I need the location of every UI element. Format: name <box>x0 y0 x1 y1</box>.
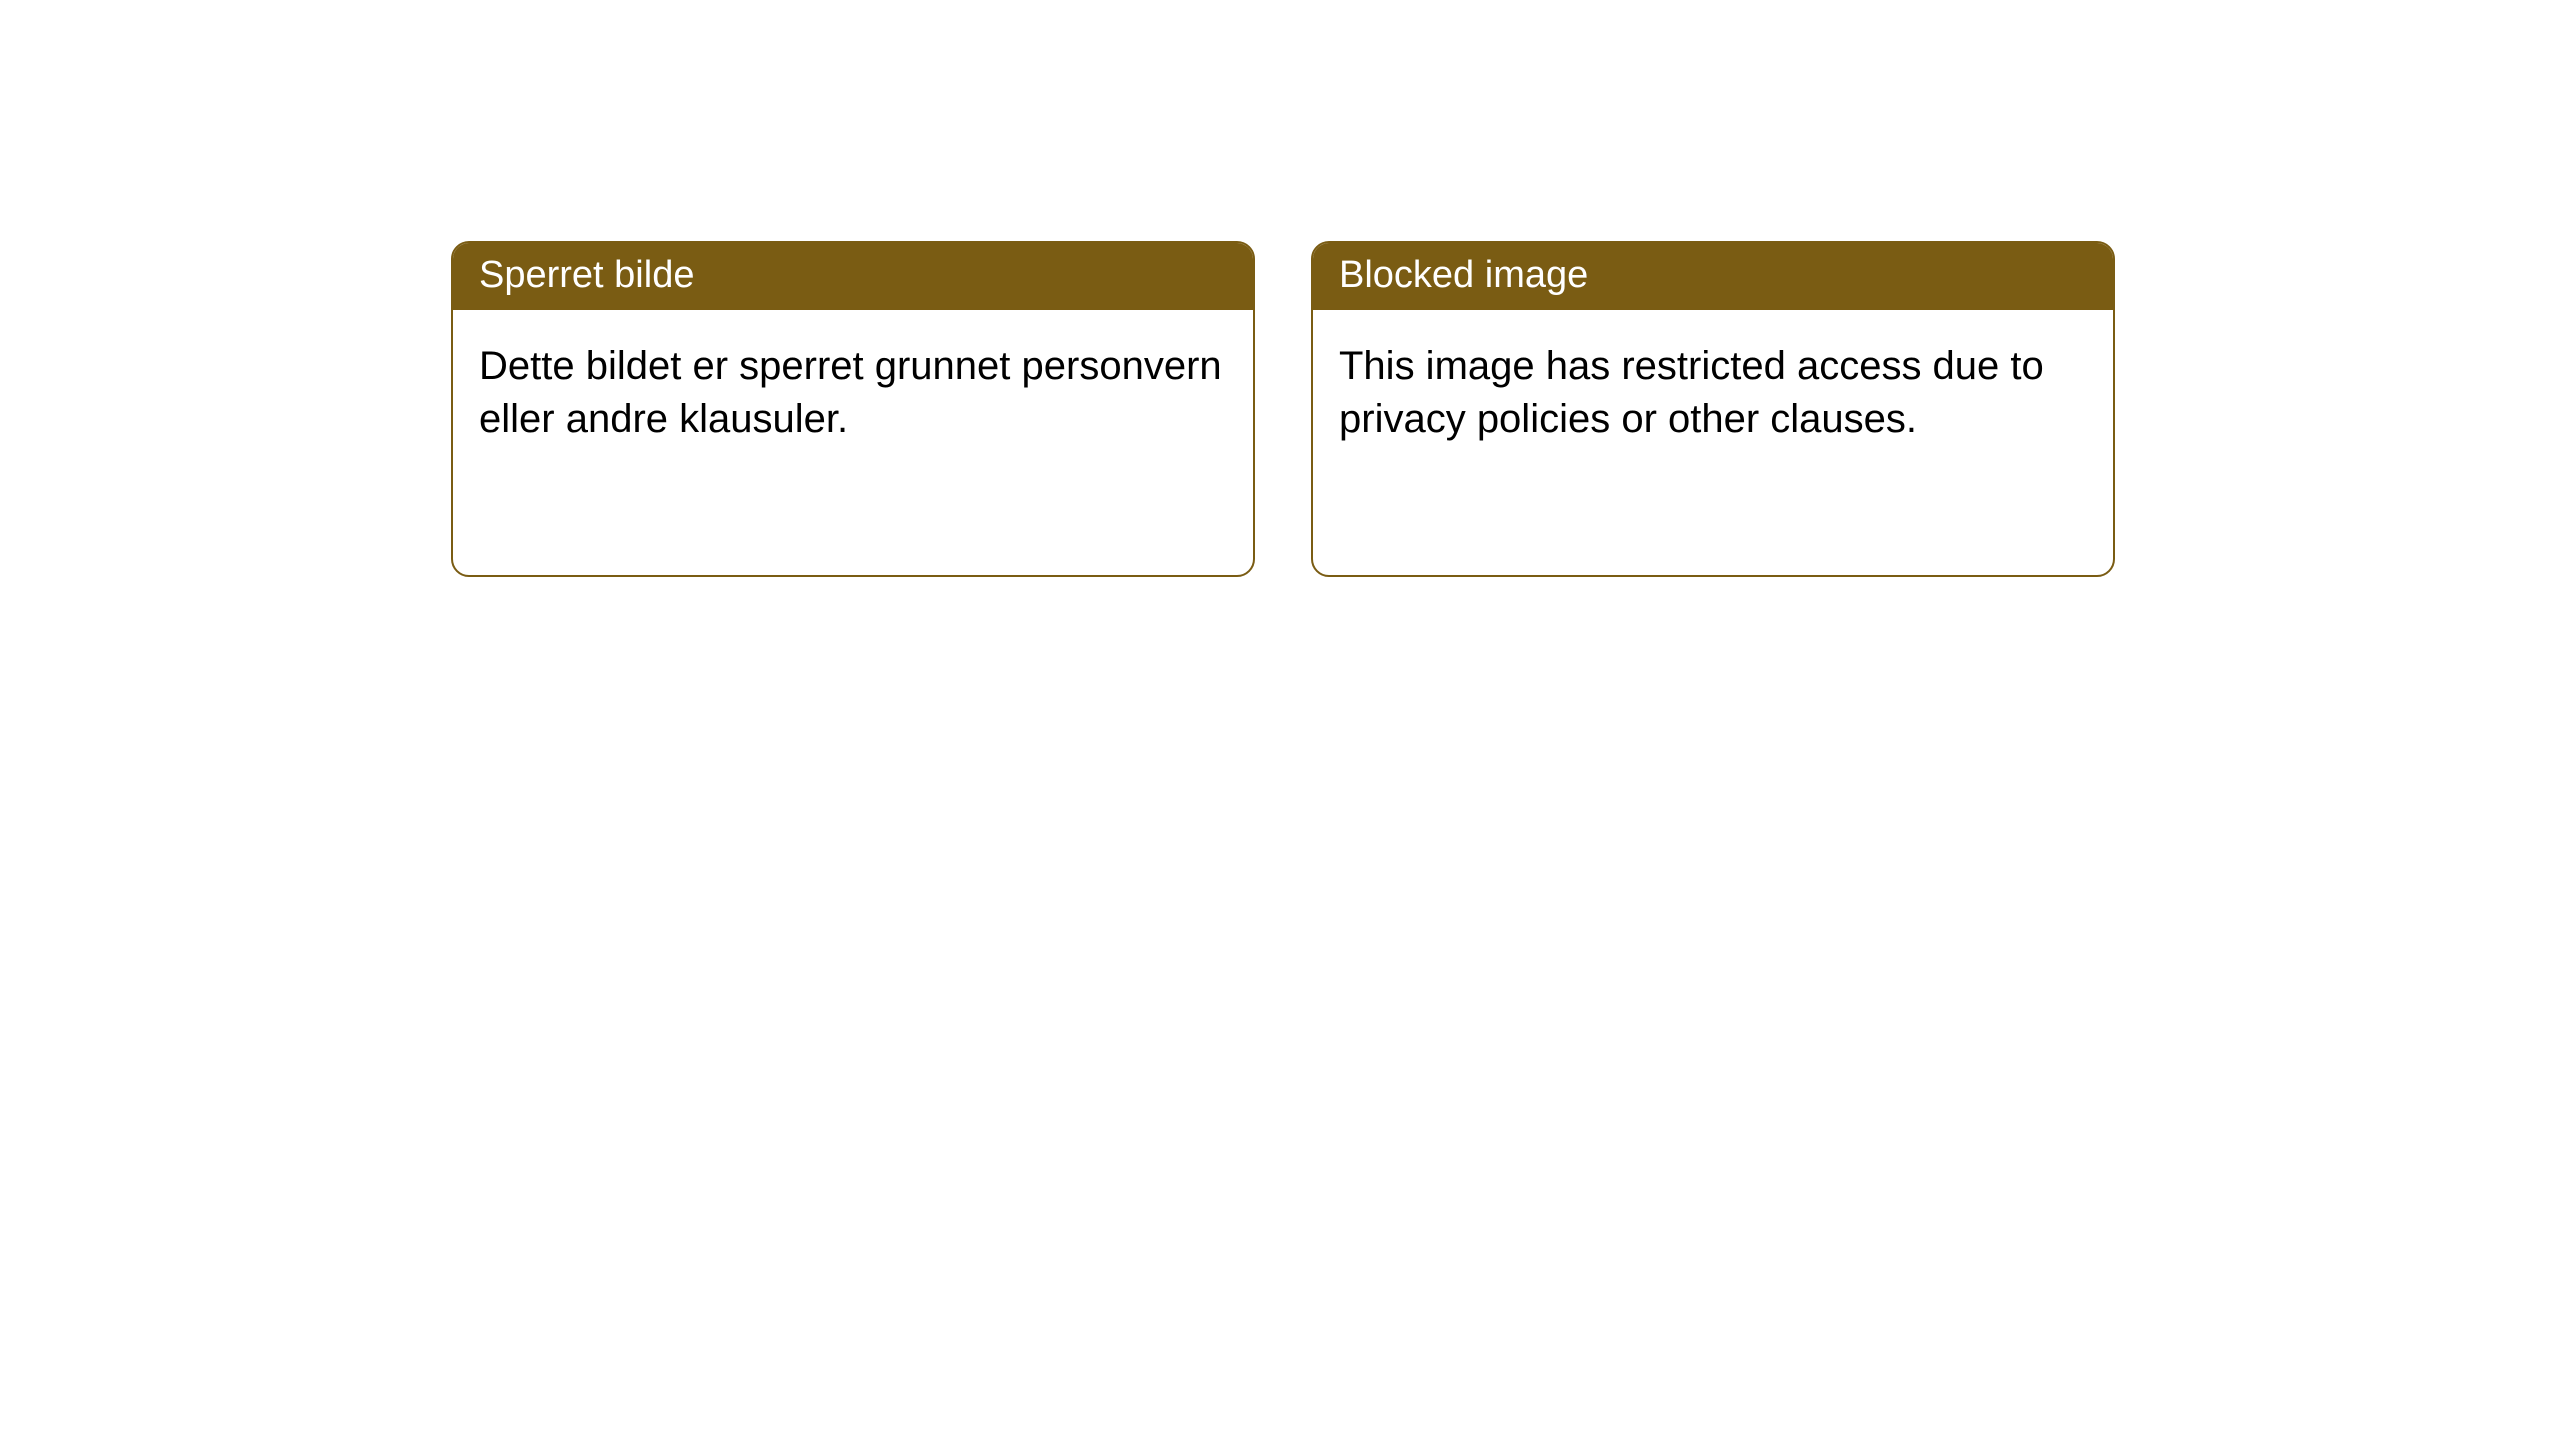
card-body-text: This image has restricted access due to … <box>1339 344 2044 441</box>
card-header: Blocked image <box>1313 243 2113 310</box>
card-header: Sperret bilde <box>453 243 1253 310</box>
card-container: Sperret bilde Dette bildet er sperret gr… <box>0 0 2560 577</box>
card-title: Sperret bilde <box>479 254 694 296</box>
card-body: Dette bildet er sperret grunnet personve… <box>453 310 1253 476</box>
blocked-image-card-en: Blocked image This image has restricted … <box>1311 241 2115 577</box>
card-title: Blocked image <box>1339 254 1588 296</box>
card-body: This image has restricted access due to … <box>1313 310 2113 476</box>
card-body-text: Dette bildet er sperret grunnet personve… <box>479 344 1222 441</box>
blocked-image-card-no: Sperret bilde Dette bildet er sperret gr… <box>451 241 1255 577</box>
